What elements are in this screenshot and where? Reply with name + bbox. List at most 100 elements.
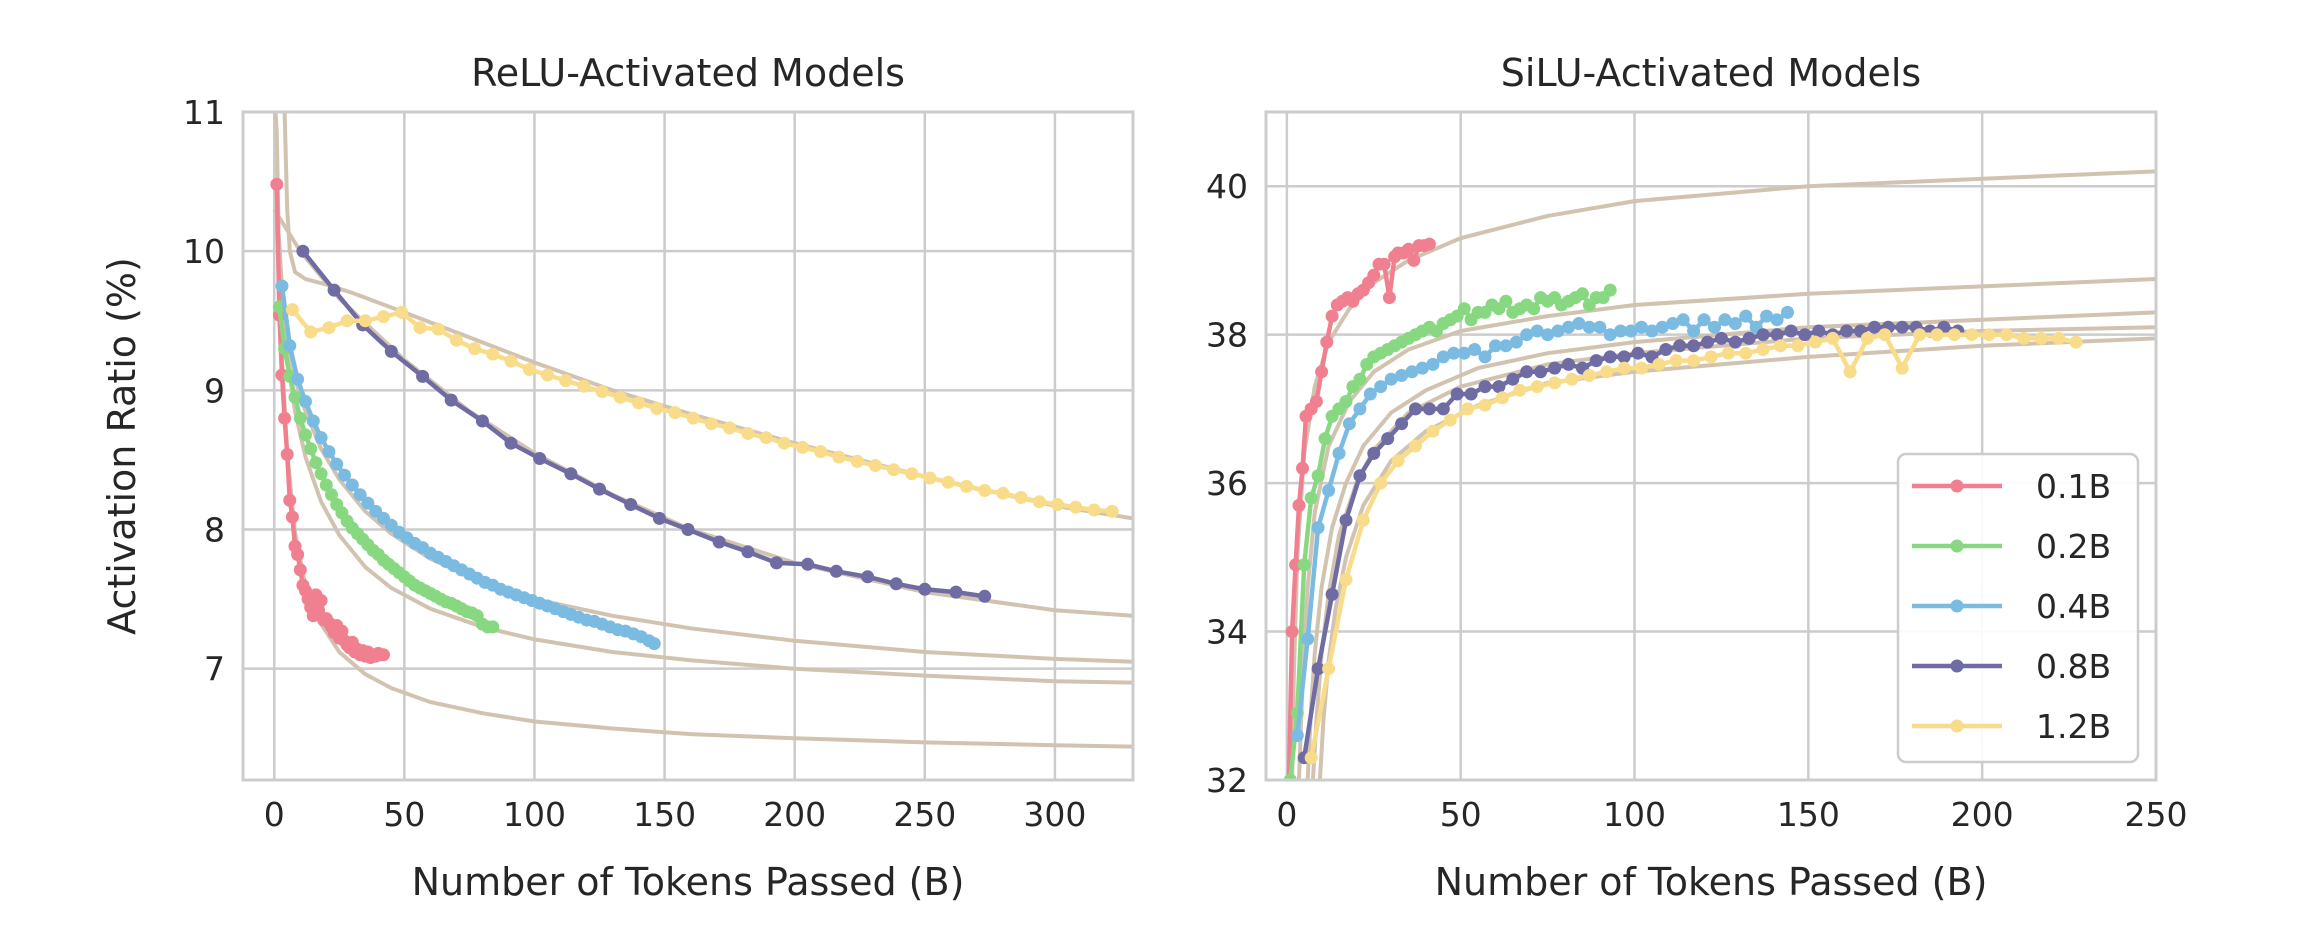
data-point-0.8B <box>1395 417 1409 431</box>
data-point-0.8B <box>861 570 875 584</box>
data-point-1.2B <box>1051 498 1064 511</box>
data-point-1.2B <box>723 421 737 435</box>
data-point-1.2B <box>868 459 882 472</box>
x-axis-label: Number of Tokens Passed (B) <box>412 860 965 904</box>
data-point-0.2B <box>1457 302 1471 316</box>
series-line-0.8B <box>1301 324 1961 760</box>
data-point-0.8B <box>1450 387 1464 401</box>
data-point-1.2B <box>1069 500 1083 514</box>
silu-panel: 0 50 100 150 200 250 32 34 36 38 40 SiLU-Activated … <box>1206 51 2188 904</box>
data-point-0.2B <box>1318 432 1332 446</box>
x-tick-label: 100 <box>1603 795 1666 834</box>
data-point-0.8B <box>475 414 489 428</box>
data-point-0.4B <box>1728 317 1742 330</box>
data-point-0.4B <box>1551 324 1565 338</box>
data-point-0.4B <box>361 496 375 510</box>
data-point-0.8B <box>593 482 606 496</box>
y-tick-label: 10 <box>183 232 225 271</box>
plot-frame <box>241 110 1135 782</box>
x-tick-label: 50 <box>383 795 425 834</box>
data-point-0.4B <box>1332 446 1346 460</box>
data-point-0.8B <box>1548 361 1562 375</box>
data-point-0.8B <box>1770 328 1784 342</box>
data-point-0.4B <box>1593 320 1607 334</box>
data-point-0.4B <box>1603 328 1617 342</box>
legend-label: 0.2B <box>2036 527 2111 566</box>
data-point-0.8B <box>444 393 458 407</box>
data-point-1.2B <box>686 411 700 425</box>
data-point-1.2B <box>1878 328 1892 342</box>
data-point-1.2B <box>340 314 354 328</box>
data-point-0.8B <box>384 344 398 358</box>
data-point-1.2B <box>395 305 409 319</box>
data-point-1.2B <box>850 454 864 468</box>
legend-label: 0.1B <box>2036 467 2111 506</box>
data-point-0.4B <box>1530 324 1544 338</box>
data-point-0.8B <box>1409 402 1422 416</box>
data-point-0.2B <box>1339 395 1353 408</box>
data-point-1.2B <box>1495 391 1509 405</box>
legend-label: 0.4B <box>2036 587 2111 626</box>
data-point-0.1B <box>291 548 305 561</box>
data-point-0.8B <box>1325 587 1339 601</box>
legend-swatch-marker <box>1950 479 1964 493</box>
chart-title: SiLU-Activated Models <box>1501 51 1921 95</box>
data-point-1.2B <box>1669 354 1683 368</box>
data-point-1.2B <box>1443 413 1457 427</box>
data-point-0.8B <box>1562 357 1575 371</box>
data-point-0.8B <box>1603 350 1617 364</box>
data-point-0.2B <box>1353 372 1367 386</box>
data-point-0.4B <box>1311 521 1325 535</box>
data-point-0.4B <box>1374 380 1388 394</box>
data-point-0.4B <box>1718 313 1732 327</box>
data-point-1.2B <box>2017 331 2031 345</box>
data-point-0.2B <box>304 442 318 456</box>
data-point-0.1B <box>278 411 292 425</box>
data-point-0.8B <box>1436 402 1450 416</box>
data-point-0.8B <box>949 585 963 599</box>
data-point-0.4B <box>1468 343 1482 356</box>
data-point-0.8B <box>1728 335 1742 349</box>
data-point-0.1B <box>314 594 328 607</box>
data-point-1.2B <box>1791 339 1805 353</box>
data-point-1.2B <box>1304 751 1318 765</box>
data-point-0.1B <box>1309 395 1323 408</box>
data-point-1.2B <box>887 463 901 477</box>
data-point-0.8B <box>829 564 843 578</box>
data-point-1.2B <box>1461 402 1475 416</box>
data-point-0.8B <box>1867 320 1881 334</box>
data-point-0.8B <box>1422 402 1436 416</box>
data-point-0.8B <box>652 511 666 525</box>
data-point-0.4B <box>1582 320 1596 334</box>
data-point-0.8B <box>1534 365 1548 379</box>
data-point-0.4B <box>1478 350 1492 364</box>
data-point-0.2B <box>1311 469 1325 483</box>
data-point-0.2B <box>288 390 302 404</box>
data-point-1.2B <box>1826 331 1840 345</box>
y-tick-label: 7 <box>204 650 225 689</box>
data-point-1.2B <box>1426 424 1440 438</box>
data-point-0.8B <box>681 523 695 536</box>
data-point-1.2B <box>431 322 445 336</box>
data-point-1.2B <box>1930 328 1944 342</box>
x-tick-label: 300 <box>1023 795 1086 834</box>
data-point-0.2B <box>299 428 312 442</box>
data-point-0.4B <box>1572 317 1586 330</box>
data-point-0.8B <box>1339 513 1353 527</box>
data-point-0.4B <box>1562 320 1575 334</box>
data-point-1.2B <box>923 471 937 485</box>
data-point-1.2B <box>1895 361 1909 375</box>
data-point-1.2B <box>1409 439 1422 453</box>
data-point-1.2B <box>1756 343 1770 356</box>
data-point-1.2B <box>504 354 518 368</box>
data-point-1.2B <box>413 321 427 335</box>
data-point-1.2B <box>777 436 791 450</box>
data-point-1.2B <box>1774 339 1787 353</box>
y-tick-label: 38 <box>1206 316 1248 355</box>
data-point-1.2B <box>796 440 809 454</box>
data-point-0.1B <box>285 510 299 524</box>
data-point-0.2B <box>325 488 338 502</box>
data-point-0.1B <box>1422 237 1436 251</box>
data-point-0.8B <box>1492 380 1506 394</box>
data-point-1.2B <box>1704 350 1718 364</box>
